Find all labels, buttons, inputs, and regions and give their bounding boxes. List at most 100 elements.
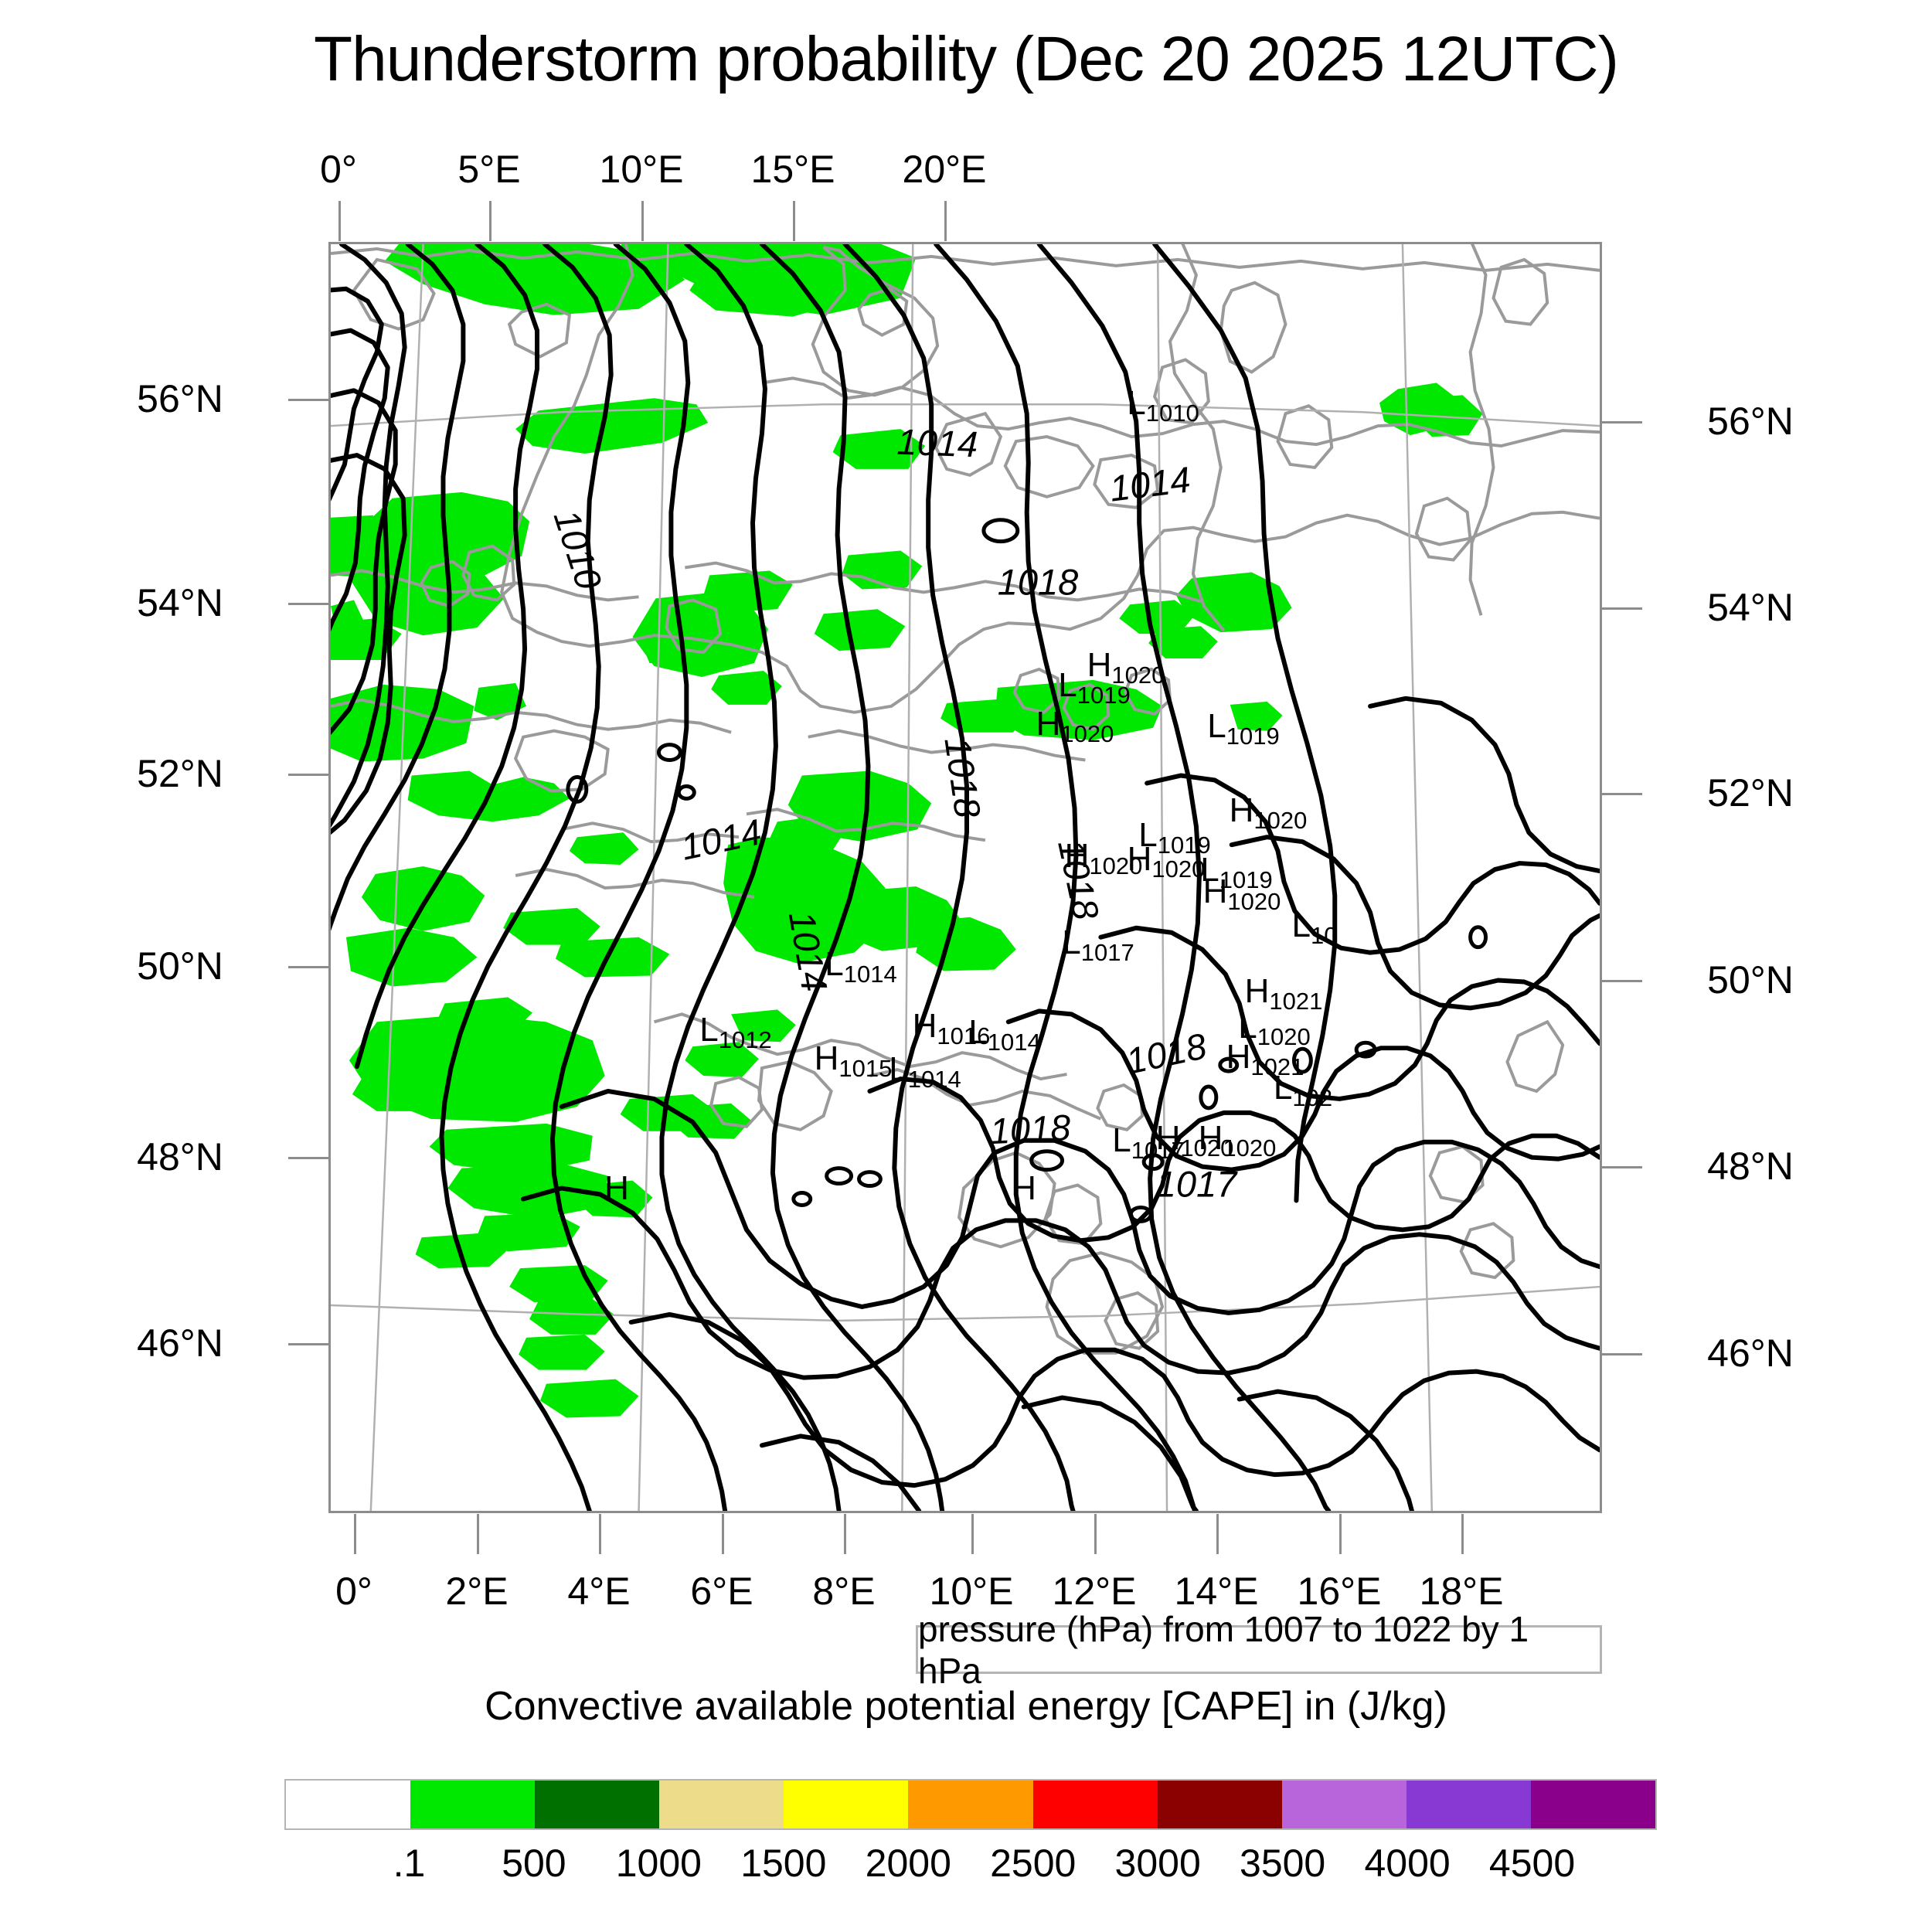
pressure-center-l-2: L1019 bbox=[1058, 666, 1131, 709]
tick-right-4 bbox=[1602, 1166, 1642, 1168]
pressure-center-h-16: H1016 bbox=[912, 1007, 991, 1049]
bottom-tick-7: 14°E bbox=[1174, 1570, 1259, 1613]
colorbar-swatch-8[interactable] bbox=[1281, 1781, 1406, 1828]
bottom-tick-9: 18°E bbox=[1419, 1570, 1504, 1613]
pressure-center-l-21: L1014 bbox=[889, 1050, 961, 1093]
tick-left-2 bbox=[288, 774, 328, 776]
tick-left-5 bbox=[288, 1343, 328, 1345]
tick-top-2 bbox=[641, 201, 644, 241]
left-tick-1: 54°N bbox=[137, 581, 223, 624]
right-tick-3: 50°N bbox=[1707, 958, 1794, 1002]
graticule-layer bbox=[331, 244, 1600, 1511]
pressure-center-l-17: L1014 bbox=[968, 1013, 1041, 1056]
colorbar-swatch-7[interactable] bbox=[1157, 1781, 1282, 1828]
bottom-tick-6: 12°E bbox=[1052, 1570, 1137, 1613]
colorbar-label-8: 4000 bbox=[1364, 1842, 1451, 1885]
colorbar-label-2: 1000 bbox=[615, 1842, 702, 1885]
tick-left-1 bbox=[288, 603, 328, 605]
bottom-tick-1: 2°E bbox=[445, 1570, 509, 1613]
pressure-center-l-0: L1010 bbox=[1127, 384, 1199, 427]
top-tick-2: 10°E bbox=[599, 148, 684, 191]
left-tick-4: 48°N bbox=[137, 1135, 223, 1179]
colorbar-swatch-0[interactable] bbox=[286, 1781, 411, 1828]
tick-top-0 bbox=[338, 201, 341, 241]
colorbar-label-4: 2000 bbox=[865, 1842, 951, 1885]
tick-bot-8 bbox=[1339, 1514, 1342, 1554]
colorbar-swatch-3[interactable] bbox=[659, 1781, 784, 1828]
tick-right-5 bbox=[1602, 1353, 1642, 1355]
pressure-center-h-20: H1015 bbox=[814, 1039, 893, 1082]
pressure-center-l-13: L1014 bbox=[825, 945, 897, 988]
pressure-center-h-8: H1020 bbox=[1127, 840, 1206, 883]
tick-right-3 bbox=[1602, 980, 1642, 982]
pressure-center-h-14: H1021 bbox=[1244, 972, 1323, 1015]
colorbar-title: Convective available potential energy [C… bbox=[485, 1684, 1447, 1729]
colorbar-swatch-4[interactable] bbox=[784, 1781, 909, 1828]
left-tick-3: 50°N bbox=[137, 944, 223, 988]
bottom-tick-2: 4°E bbox=[567, 1570, 631, 1613]
right-tick-4: 48°N bbox=[1707, 1145, 1794, 1188]
top-tick-3: 15°E bbox=[750, 148, 835, 191]
colorbar-label-7: 3500 bbox=[1240, 1842, 1326, 1885]
tick-bot-5 bbox=[971, 1514, 974, 1554]
pressure-center-h-25: H1020 bbox=[1198, 1119, 1277, 1162]
isobar-cells-layer bbox=[566, 518, 1488, 1223]
colorbar-label-3: 1500 bbox=[740, 1842, 827, 1885]
contour-label-1014-1: 1014 bbox=[896, 420, 979, 465]
colorbar-label-6: 3000 bbox=[1114, 1842, 1201, 1885]
pressure-center-h-19: H1021 bbox=[1226, 1038, 1304, 1080]
pressure-center-h-7: H1020 bbox=[1064, 837, 1143, 879]
colorbar-swatch-6[interactable] bbox=[1032, 1781, 1158, 1828]
bottom-tick-3: 6°E bbox=[690, 1570, 753, 1613]
bottom-tick-8: 16°E bbox=[1297, 1570, 1382, 1613]
pressure-center-l-18: L1020 bbox=[1238, 1008, 1311, 1050]
pressure-center-h-27: H bbox=[1012, 1169, 1036, 1207]
tick-bot-4 bbox=[844, 1514, 846, 1554]
pressure-center-l-11: L10 bbox=[1291, 906, 1338, 949]
tick-left-4 bbox=[288, 1157, 328, 1159]
contour-label-1018-3: 1018 bbox=[997, 561, 1079, 603]
right-tick-5: 46°N bbox=[1707, 1332, 1794, 1375]
tick-top-1 bbox=[489, 201, 492, 241]
pressure-center-l-23: L1017 bbox=[1112, 1121, 1185, 1164]
contour-label-1017-10: 1017 bbox=[1155, 1163, 1237, 1205]
tick-bot-1 bbox=[477, 1514, 479, 1554]
colorbar-swatch-5[interactable] bbox=[908, 1781, 1033, 1828]
pressure-center-h-3: H1020 bbox=[1036, 705, 1114, 747]
pressure-center-l-9: L1019 bbox=[1200, 851, 1273, 893]
colorbar-swatch-2[interactable] bbox=[535, 1781, 660, 1828]
left-tick-2: 52°N bbox=[137, 752, 223, 795]
map-canvas bbox=[331, 244, 1600, 1511]
tick-left-3 bbox=[288, 966, 328, 968]
tick-bot-7 bbox=[1216, 1514, 1219, 1554]
colorbar-swatch-1[interactable] bbox=[410, 1781, 536, 1828]
isobar-detail-layer bbox=[521, 696, 1600, 1511]
top-tick-1: 5°E bbox=[457, 148, 521, 191]
page-title: Thunderstorm probability (Dec 20 2025 12… bbox=[314, 24, 1619, 94]
colorbar-swatch-10[interactable] bbox=[1530, 1781, 1656, 1828]
top-tick-0: 0° bbox=[320, 148, 357, 191]
colorbar-swatch-9[interactable] bbox=[1406, 1781, 1531, 1828]
pressure-center-h-10: H1020 bbox=[1202, 872, 1281, 915]
tick-top-3 bbox=[793, 201, 795, 241]
left-tick-0: 56°N bbox=[137, 377, 223, 420]
colorbar-label-9: 4500 bbox=[1488, 1842, 1576, 1885]
tick-bot-3 bbox=[722, 1514, 724, 1554]
pressure-center-h-5: H1020 bbox=[1229, 791, 1308, 834]
bottom-tick-0: 0° bbox=[335, 1570, 372, 1613]
bottom-tick-4: 8°E bbox=[812, 1570, 876, 1613]
tick-left-0 bbox=[288, 399, 328, 401]
colorbar[interactable] bbox=[284, 1779, 1657, 1830]
right-tick-1: 54°N bbox=[1707, 586, 1794, 629]
colorbar-label-5: 2500 bbox=[990, 1842, 1077, 1885]
left-tick-5: 46°N bbox=[137, 1321, 223, 1365]
tick-right-0 bbox=[1602, 421, 1642, 423]
tick-bot-6 bbox=[1094, 1514, 1097, 1554]
weather-map[interactable]: 1010 1014 1014 1018 1018 1014 1014 1018 1018 1018… bbox=[328, 242, 1602, 1513]
bottom-tick-5: 10°E bbox=[929, 1570, 1014, 1613]
tick-bot-0 bbox=[354, 1514, 356, 1554]
pressure-center-h-1: H1020 bbox=[1087, 646, 1165, 689]
pressure-legend-box: pressure (hPa) from 1007 to 1022 by 1 hP… bbox=[916, 1609, 1602, 1691]
tick-bot-2 bbox=[599, 1514, 601, 1554]
pressure-center-h-26: H bbox=[604, 1169, 629, 1207]
